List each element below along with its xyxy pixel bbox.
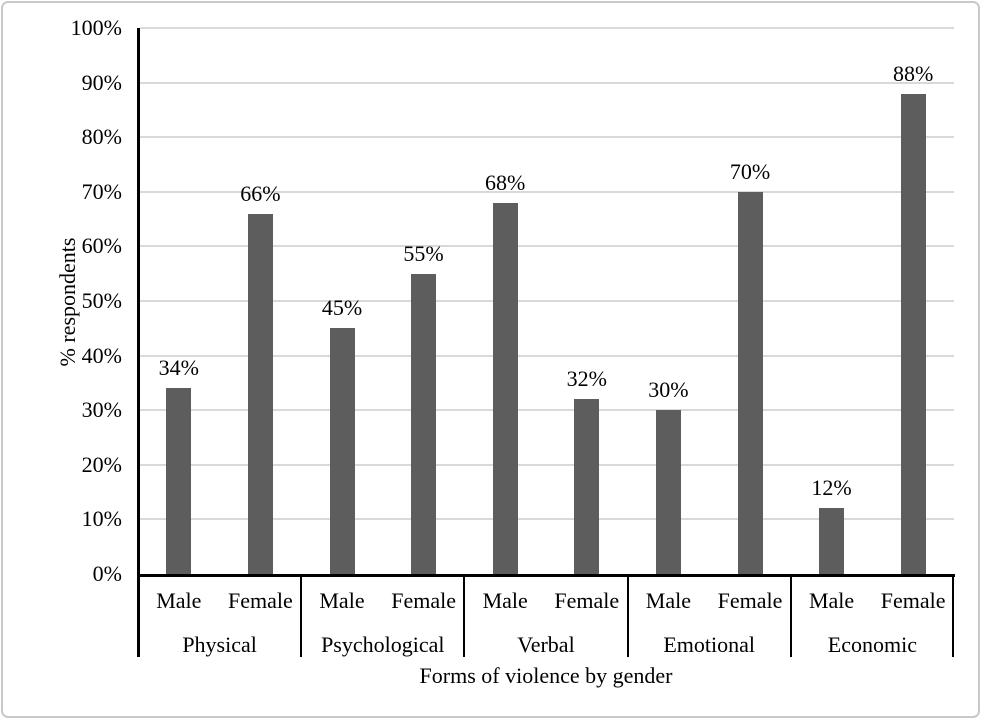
- x-axis-title: Forms of violence by gender: [419, 663, 673, 688]
- y-tick-label: 70%: [81, 178, 122, 204]
- bar-emotional-male: [655, 410, 681, 574]
- y-tick-label: 90%: [81, 69, 122, 95]
- y-axis-title: % respondents: [55, 237, 80, 367]
- y-tick-label: 40%: [81, 342, 122, 368]
- bar-emotional-female: [737, 191, 763, 574]
- y-tick-label: 10%: [81, 506, 122, 532]
- gender-label-male: Male: [482, 588, 528, 613]
- gender-label-male: Male: [156, 588, 202, 613]
- bar-verbal-female: [574, 399, 600, 574]
- gridline: [140, 463, 954, 466]
- y-axis-line: [137, 28, 140, 657]
- group-label-verbal: Verbal: [517, 632, 575, 657]
- gridline: [140, 190, 954, 193]
- gender-label-female: Female: [717, 588, 783, 613]
- y-tick-label: 60%: [81, 233, 122, 259]
- bar-value-label: 12%: [811, 475, 852, 501]
- gridline: [140, 81, 954, 84]
- bar-physical-female: [247, 213, 273, 574]
- bar-psychological-female: [411, 273, 437, 574]
- gridline: [140, 245, 954, 248]
- group-separator: [463, 576, 466, 657]
- y-tick-label: 30%: [81, 397, 122, 423]
- group-label-economic: Economic: [827, 632, 917, 657]
- gridline: [140, 27, 954, 29]
- gender-label-male: Male: [319, 588, 365, 613]
- gridline: [140, 518, 954, 521]
- y-tick-label: 50%: [81, 288, 122, 313]
- gender-label-female: Female: [880, 588, 946, 613]
- y-tick-label: 100%: [70, 15, 122, 40]
- bar-economic-female: [900, 93, 926, 574]
- gender-label-male: Male: [645, 588, 691, 613]
- gender-label-male: Male: [808, 588, 855, 613]
- gender-label-female: Female: [228, 588, 293, 613]
- bar-verbal-male: [492, 202, 518, 574]
- group-label-physical: Physical: [182, 632, 257, 657]
- y-tick-label: 80%: [81, 124, 122, 150]
- gender-label-female: Female: [391, 588, 456, 613]
- group-label-emotional: Emotional: [663, 632, 756, 657]
- group-separator: [626, 576, 629, 657]
- bar-value-label: 30%: [648, 377, 689, 403]
- bar-economic-male: [819, 508, 845, 574]
- bar-value-label: 68%: [485, 169, 526, 195]
- bar-value-label: 34%: [158, 355, 199, 381]
- gridline: [140, 409, 954, 412]
- bar-value-label: 66%: [240, 180, 281, 206]
- group-separator: [952, 576, 954, 657]
- bar-physical-male: [166, 388, 192, 574]
- group-label-psychological: Psychological: [321, 632, 445, 657]
- bar-value-label: 88%: [893, 60, 934, 86]
- bar-psychological-male: [329, 328, 355, 574]
- bar-value-label: 45%: [321, 295, 363, 321]
- group-separator: [300, 576, 303, 657]
- gridline: [140, 300, 954, 302]
- bar-value-label: 55%: [403, 240, 444, 266]
- gridline: [140, 136, 954, 139]
- bar-value-label: 70%: [729, 158, 771, 184]
- y-tick-label: 0%: [92, 561, 122, 586]
- gridline: [140, 354, 954, 357]
- gender-label-female: Female: [554, 588, 620, 613]
- bar-value-label: 32%: [566, 366, 607, 392]
- y-tick-label: 20%: [81, 451, 122, 477]
- x-axis-line: [137, 574, 955, 577]
- group-separator: [789, 576, 792, 657]
